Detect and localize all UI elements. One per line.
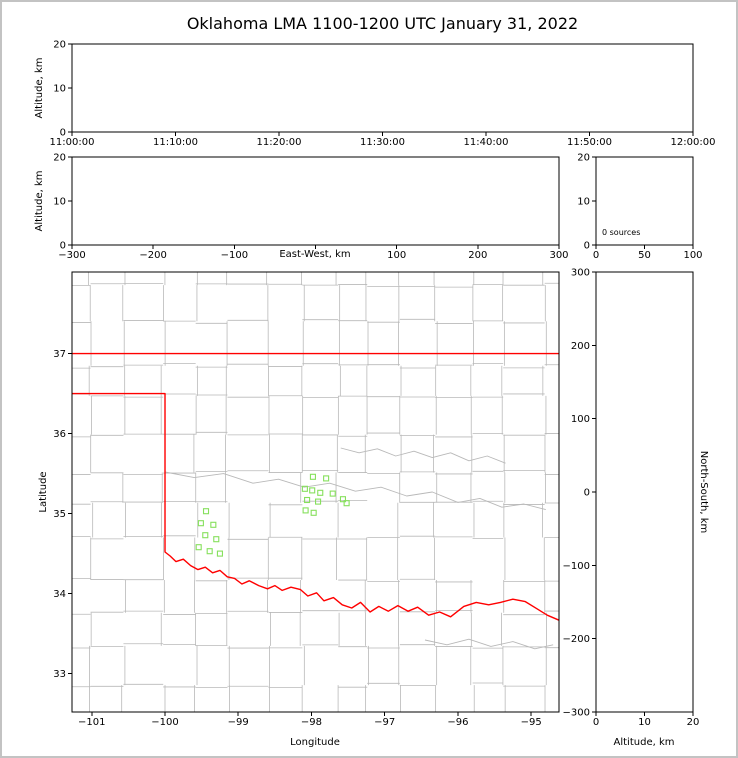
x-tick-label: 11:30:00: [360, 137, 405, 148]
x-tick-label: −99: [228, 717, 249, 728]
plan-view-map-panel: −101 −100 −99 −98 −97 −96 −95 33 34 35 36 37: [53, 271, 560, 728]
x-tick-label: 100: [387, 250, 406, 261]
y-tick-label: 0: [584, 488, 590, 499]
lma-station-marker: [339, 496, 347, 503]
northsouth-panel-x-axis-label: Altitude, km: [613, 737, 675, 748]
state-border-west-and-red-river: [72, 392, 559, 621]
map-x-axis-label: Longitude: [290, 737, 340, 748]
lma-station-marker: [323, 475, 330, 482]
x-tick-label: 100: [683, 250, 702, 261]
y-tick-label: 0: [584, 241, 590, 252]
eastwest-height-panel: −300 −200 −100 100 200 300 0 10 20: [53, 153, 568, 262]
y-tick-label: 100: [571, 414, 590, 425]
x-tick-label: −95: [521, 717, 542, 728]
northsouth-altitude-panel: 0 10 20 −300 −200 −100 0 100 200 300: [563, 268, 700, 729]
x-tick-label: 11:10:00: [153, 137, 198, 148]
source-count-annotation: 0 sources: [602, 228, 641, 237]
river-line: [340, 447, 506, 464]
x-tick-label: 20: [687, 717, 700, 728]
x-tick-label: −98: [301, 717, 322, 728]
y-tick-label: 300: [571, 268, 590, 279]
lma-station-marker: [310, 509, 317, 516]
panel-border: [71, 156, 560, 246]
lma-station-marker: [210, 521, 217, 528]
y-tick-label: −200: [563, 634, 590, 645]
x-tick-label: −97: [374, 717, 395, 728]
y-tick-label: 34: [53, 589, 66, 600]
x-tick-label: −300: [58, 250, 85, 261]
map-layer: [72, 272, 559, 712]
altitude-histogram-panel: 0 50 100 0 10 20: [577, 153, 702, 262]
x-tick-label: 50: [638, 250, 651, 261]
lma-station-marker: [301, 485, 308, 492]
y-tick-label: 0: [60, 241, 66, 252]
y-tick-label: 20: [53, 40, 66, 51]
x-tick-label: 10: [638, 717, 651, 728]
lma-station-marker: [206, 548, 213, 555]
y-tick-label: 10: [577, 197, 590, 208]
lma-station-marker: [202, 508, 210, 515]
lma-station-marker: [195, 544, 202, 551]
x-tick-label: 0: [593, 717, 599, 728]
lma-station-marker: [317, 489, 324, 496]
y-tick-label: 0: [60, 128, 66, 139]
x-tick-label: 12:00:00: [671, 137, 716, 148]
map-y-axis-label: Latitude: [38, 471, 49, 513]
eastwest-panel-x-axis-label: East-West, km: [279, 249, 351, 260]
panel-border: [595, 271, 694, 713]
x-tick-label: −100: [221, 250, 248, 261]
panel-border: [71, 43, 694, 133]
panel-border: [71, 271, 560, 713]
lma-station-marker: [315, 498, 322, 505]
x-tick-label: 11:50:00: [567, 137, 612, 148]
lma-station-marker: [343, 500, 350, 507]
x-tick-label: 300: [549, 250, 568, 261]
y-tick-label: −100: [563, 561, 590, 572]
x-tick-label: 11:20:00: [257, 137, 302, 148]
lma-station-marker: [302, 507, 309, 514]
y-tick-label: 33: [53, 669, 66, 680]
x-tick-label: 11:40:00: [464, 137, 509, 148]
x-tick-label: −200: [139, 250, 166, 261]
lma-stations-layer: [195, 473, 350, 557]
x-tick-label: −101: [78, 717, 105, 728]
x-tick-label: 11:00:00: [50, 137, 95, 148]
x-tick-label: −100: [151, 717, 178, 728]
x-tick-label: 200: [468, 250, 487, 261]
time-height-panel: 11:00:00 11:10:00 11:20:00 11:30:00 11:40:00…: [50, 40, 716, 149]
lma-station-marker: [202, 532, 209, 539]
y-tick-label: 35: [53, 509, 66, 520]
x-tick-label: −96: [447, 717, 468, 728]
y-tick-label: 36: [53, 429, 66, 440]
lma-station-marker: [329, 490, 336, 497]
eastwest-panel-y-axis-label: Altitude, km: [34, 170, 45, 232]
y-tick-label: 10: [53, 84, 66, 95]
county-boundaries: [72, 272, 559, 712]
lma-station-marker: [309, 473, 316, 480]
y-tick-label: 20: [53, 153, 66, 164]
time-panel-y-axis-label: Altitude, km: [34, 57, 45, 119]
northsouth-panel-y-axis-label: North-South, km: [698, 450, 709, 534]
lma-station-marker: [309, 487, 316, 494]
figure-title: Oklahoma LMA 1100-1200 UTC January 31, 2…: [186, 14, 579, 33]
y-tick-label: −300: [563, 708, 590, 719]
y-tick-label: 10: [53, 197, 66, 208]
river-line: [164, 471, 546, 511]
x-tick-label: 0: [593, 250, 599, 261]
lma-station-marker: [197, 520, 204, 527]
y-tick-label: 20: [577, 153, 590, 164]
y-tick-label: 200: [571, 341, 590, 352]
lma-station-marker: [304, 496, 311, 504]
lma-station-marker: [216, 550, 223, 557]
lma-station-marker: [213, 536, 220, 543]
y-tick-label: 37: [53, 349, 66, 360]
river-line: [424, 638, 554, 650]
